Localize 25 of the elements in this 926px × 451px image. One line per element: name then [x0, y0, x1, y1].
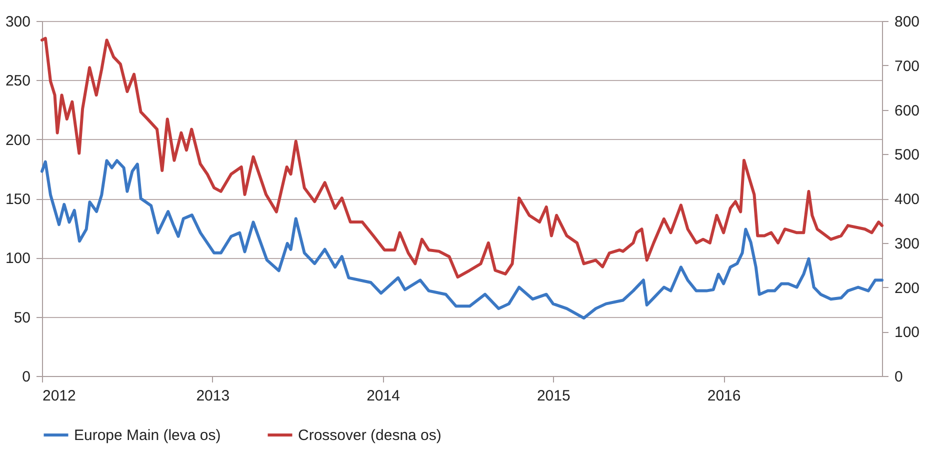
y2-tick-label: 700 — [894, 58, 920, 75]
y2-tick-label: 100 — [894, 324, 920, 342]
y-tick-label: 50 — [14, 309, 30, 326]
y2-tick-label: 600 — [894, 102, 920, 120]
x-tick-label: 2016 — [707, 388, 741, 404]
y2-tick-label: 0 — [894, 368, 903, 386]
legend-label: Europe Main (leva os) — [74, 427, 221, 444]
y-tick-label: 0 — [22, 368, 30, 386]
y2-tick-label: 500 — [894, 146, 920, 164]
y-tick-label: 300 — [5, 14, 30, 30]
x-tick-label: 2014 — [366, 388, 400, 404]
line-series — [40, 36, 884, 279]
y2-tick-label: 800 — [894, 14, 920, 30]
y-tick-label: 250 — [5, 72, 30, 90]
x-tick-label: 2015 — [536, 388, 570, 404]
y2-tick-label: 400 — [894, 191, 920, 208]
x-tick-label: 2013 — [196, 388, 230, 404]
y-tick-label: 150 — [5, 191, 30, 208]
y-tick-label: 200 — [5, 132, 30, 149]
y2-tick-label: 300 — [894, 235, 920, 252]
line-series — [40, 159, 884, 320]
x-tick-label: 2012 — [42, 388, 76, 404]
legend-label: Crossover (desna os) — [298, 427, 442, 444]
y-tick-label: 100 — [5, 250, 30, 268]
y2-tick-label: 200 — [894, 280, 920, 297]
